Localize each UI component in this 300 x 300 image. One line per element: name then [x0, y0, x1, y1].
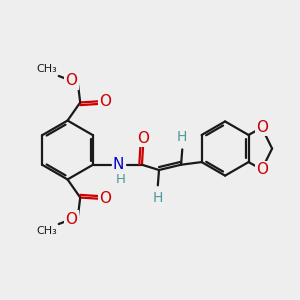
Text: O: O — [65, 74, 77, 88]
Text: O: O — [99, 191, 111, 206]
Text: O: O — [99, 94, 111, 109]
Text: O: O — [256, 162, 268, 177]
Text: CH₃: CH₃ — [37, 64, 57, 74]
Text: H: H — [177, 130, 188, 143]
Text: N: N — [112, 157, 124, 172]
Text: O: O — [65, 212, 77, 226]
Text: O: O — [256, 120, 268, 135]
Text: CH₃: CH₃ — [37, 226, 57, 236]
Text: H: H — [153, 191, 163, 205]
Text: H: H — [116, 173, 126, 186]
Text: O: O — [137, 131, 149, 146]
